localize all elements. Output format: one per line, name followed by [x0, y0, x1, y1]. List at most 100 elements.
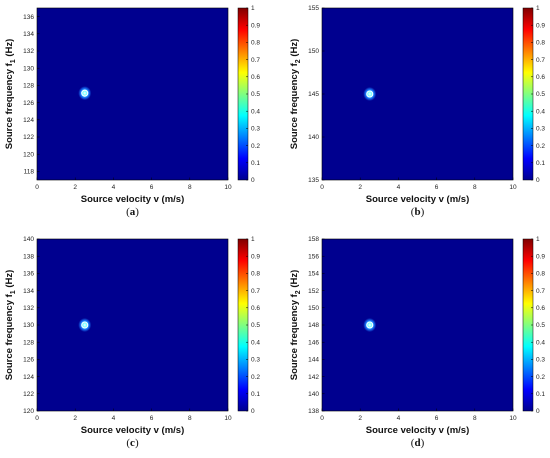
y-tick-label: 146: [308, 339, 319, 346]
colorbar-tick-label: 0.4: [536, 339, 545, 346]
panel-caption: (c): [126, 437, 139, 449]
y-tick-label: 140: [308, 134, 319, 141]
colorbar-tick-label: 0.7: [536, 57, 545, 64]
y-tick-label: 122: [23, 391, 34, 398]
y-tick-label: 136: [23, 14, 34, 21]
x-tick-label: 10: [509, 415, 517, 422]
peak-marker: [366, 90, 374, 98]
colorbar-tick-label: 0.3: [536, 126, 545, 133]
y-tick-label: 132: [23, 305, 34, 312]
colorbar-tick-label: 0.6: [536, 305, 545, 312]
y-axis-label-main: Source frequency f: [289, 62, 300, 149]
x-axis-label: Source velocity v (m/s): [81, 425, 184, 436]
colorbar-tick-label: 0.2: [536, 374, 545, 381]
x-tick-label: 2: [73, 184, 77, 191]
colorbar-tick-label: 0.2: [251, 374, 260, 381]
x-tick-label: 0: [320, 184, 324, 191]
y-tick-label: 132: [23, 48, 34, 55]
colorbar-tick-label: 1: [536, 236, 540, 243]
colorbar-tick-label: 0: [251, 408, 255, 415]
x-tick-label: 8: [473, 184, 477, 191]
x-axis-label: Source velocity v (m/s): [366, 425, 469, 436]
colorbar-tick-label: 0.9: [251, 253, 260, 260]
caption-letter: c: [130, 437, 135, 449]
y-tick-label: 128: [23, 83, 34, 90]
x-axis-label: Source velocity v (m/s): [366, 194, 469, 205]
y-tick-label: 134: [23, 288, 34, 295]
peak-marker: [366, 321, 374, 329]
caption-open-paren: (: [411, 206, 415, 218]
colorbar-tick-label: 0.5: [536, 322, 545, 329]
y-tick-label: 130: [23, 65, 34, 72]
y-tick-label: 150: [308, 48, 319, 55]
colorbar-tick-label: 0.2: [536, 143, 545, 150]
colorbar-tick-label: 0.7: [251, 288, 260, 295]
axes-box: [36, 7, 229, 181]
x-tick-label: 8: [188, 184, 192, 191]
y-tick-label: 156: [308, 253, 319, 260]
y-tick-label: 126: [23, 100, 34, 107]
caption-close-paren: ): [135, 437, 139, 449]
x-tick-label: 4: [112, 415, 116, 422]
y-axis-label-unit: (Hz): [4, 270, 15, 291]
peak-marker: [81, 89, 89, 97]
colorbar-tick-label: 1: [251, 236, 255, 243]
caption-open-paren: (: [411, 437, 415, 449]
y-axis-label: Source frequency f1 (Hz): [4, 270, 17, 381]
x-tick-label: 6: [435, 184, 439, 191]
peak-marker: [81, 321, 89, 329]
colorbar-tick-label: 0.3: [536, 357, 545, 364]
x-tick-label: 4: [112, 184, 116, 191]
x-tick-label: 4: [397, 415, 401, 422]
y-tick-label: 150: [308, 305, 319, 312]
y-axis-label-unit: (Hz): [289, 270, 300, 291]
x-tick-label: 0: [35, 415, 39, 422]
y-tick-label: 134: [23, 31, 34, 38]
peak-glow: [78, 318, 92, 332]
x-tick-label: 8: [473, 415, 477, 422]
y-axis-label-unit: (Hz): [4, 39, 15, 60]
colorbar-tick-label: 0.3: [251, 126, 260, 133]
y-tick-label: 126: [23, 357, 34, 364]
colorbar-tick-label: 0.9: [536, 22, 545, 29]
colorbar-tick-label: 0.5: [251, 322, 260, 329]
heatmap-area: [37, 8, 228, 180]
panel-d: 0 2 4 6 8 10138140142144146148150152154156158…: [289, 236, 545, 449]
y-tick-label: 138: [23, 253, 34, 260]
y-axis-label: Source frequency f1 (Hz): [4, 39, 17, 150]
colorbar-tick-label: 0.5: [536, 91, 545, 98]
y-tick-label: 140: [308, 391, 319, 398]
y-axis-label-subscript: 2: [295, 290, 302, 294]
colorbar-tick-label: 0.1: [251, 160, 260, 167]
peak-glow: [363, 87, 377, 101]
caption-open-paren: (: [126, 437, 130, 449]
colorbar-tick-label: 0.8: [536, 271, 545, 278]
panel-caption: (d): [411, 437, 425, 449]
colorbar-tick-label: 0.4: [251, 339, 260, 346]
colorbar-tick-label: 1: [536, 5, 540, 12]
y-tick-label: 122: [23, 134, 34, 141]
y-tick-label: 118: [24, 169, 35, 176]
caption-open-paren: (: [126, 206, 130, 218]
caption-letter: d: [414, 437, 420, 449]
colorbar-tick-label: 0.6: [536, 74, 545, 81]
x-tick-label: 6: [435, 415, 439, 422]
colorbar-tick-label: 0.7: [536, 288, 545, 295]
heatmap-area: [322, 8, 513, 180]
x-tick-label: 2: [358, 415, 362, 422]
y-tick-label: 138: [308, 408, 319, 415]
colorbar-tick-label: 0: [536, 177, 540, 184]
colorbar-tick-label: 0.2: [251, 143, 260, 150]
y-tick-label: 124: [23, 374, 34, 381]
y-axis-label-subscript: 1: [10, 59, 17, 63]
y-tick-label: 152: [308, 288, 319, 295]
panel-caption: (b): [411, 206, 425, 218]
caption-letter: b: [414, 206, 420, 218]
colorbar-tick-label: 0.1: [536, 391, 545, 398]
y-axis-label-unit: (Hz): [289, 39, 300, 60]
colorbar-tick-label: 0: [251, 177, 255, 184]
x-axis-label: Source velocity v (m/s): [81, 194, 184, 205]
y-tick-label: 158: [308, 236, 319, 243]
colorbar-tick-label: 0.8: [536, 40, 545, 47]
